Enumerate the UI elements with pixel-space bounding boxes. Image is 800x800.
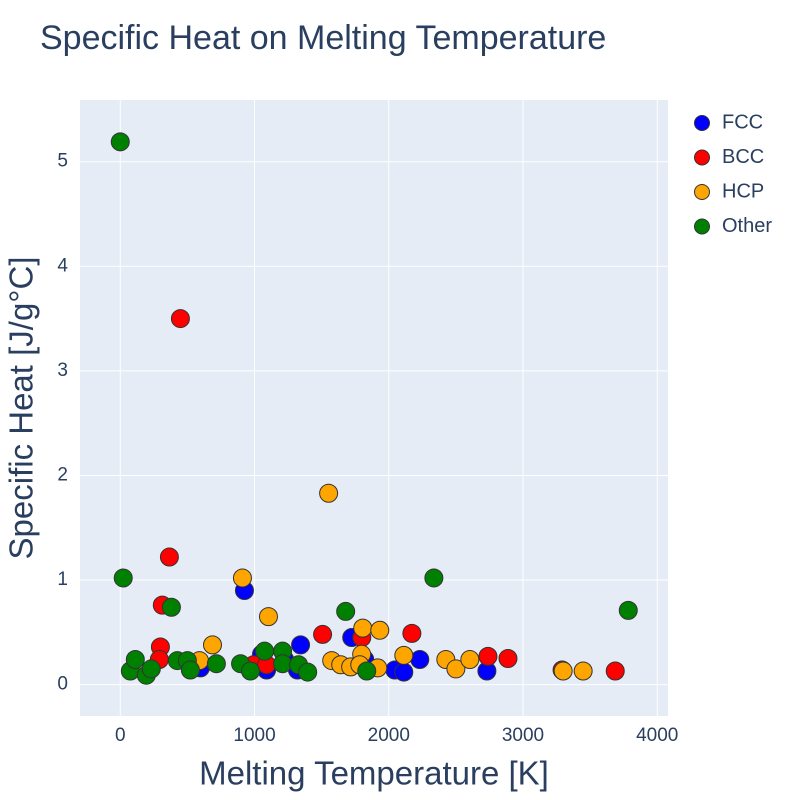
point <box>125 650 145 670</box>
y-axis-title: Specific Heat [J/g°C] <box>3 257 40 560</box>
point <box>170 309 190 329</box>
point <box>232 568 252 588</box>
x-tick-label: 2000 <box>368 725 410 746</box>
legend-marker[interactable] <box>694 184 710 200</box>
chart-title: Specific Heat on Melting Temperature <box>40 19 606 57</box>
legend-marker[interactable] <box>694 149 710 166</box>
point <box>110 132 130 152</box>
legend-label[interactable]: Other <box>722 215 772 237</box>
legend-label[interactable]: BCC <box>722 146 764 168</box>
legend-label[interactable]: FCC <box>722 111 763 133</box>
point <box>353 618 373 638</box>
point <box>460 650 480 670</box>
x-tick-label: 3000 <box>502 725 544 746</box>
point <box>478 646 498 666</box>
point <box>141 659 161 679</box>
point <box>605 661 625 681</box>
point <box>402 623 422 643</box>
point <box>618 600 638 620</box>
point <box>113 568 133 588</box>
legend-marker[interactable] <box>694 115 710 131</box>
point <box>357 661 377 681</box>
point <box>410 650 430 670</box>
point <box>258 607 278 627</box>
y-tick-label: 2 <box>57 464 68 485</box>
point <box>291 635 311 655</box>
point <box>319 483 339 503</box>
point <box>573 661 593 681</box>
point <box>159 547 179 567</box>
point <box>161 597 181 617</box>
x-axis-title: Melting Temperature [K] <box>199 755 549 792</box>
x-tick-label: 4000 <box>636 725 678 746</box>
y-tick-label: 4 <box>57 255 68 276</box>
point <box>336 601 356 621</box>
point <box>203 635 223 655</box>
point <box>394 662 414 682</box>
y-tick-label: 3 <box>57 360 68 381</box>
y-tick-label: 0 <box>57 674 68 695</box>
point <box>273 654 293 674</box>
point <box>553 661 573 681</box>
point <box>313 624 333 644</box>
y-tick-label: 5 <box>57 151 68 172</box>
x-tick-label: 1000 <box>233 725 275 746</box>
point <box>206 654 226 674</box>
point <box>240 661 260 681</box>
point <box>394 645 414 665</box>
point <box>370 620 390 640</box>
legend-marker[interactable] <box>694 218 710 235</box>
point <box>298 662 318 682</box>
x-tick-label: 0 <box>115 725 126 746</box>
point <box>255 641 275 661</box>
y-tick-label: 1 <box>57 569 68 590</box>
legend-label[interactable]: HCP <box>722 180 764 202</box>
point <box>180 660 200 680</box>
point <box>424 568 444 588</box>
point <box>498 648 518 668</box>
point <box>446 659 466 679</box>
